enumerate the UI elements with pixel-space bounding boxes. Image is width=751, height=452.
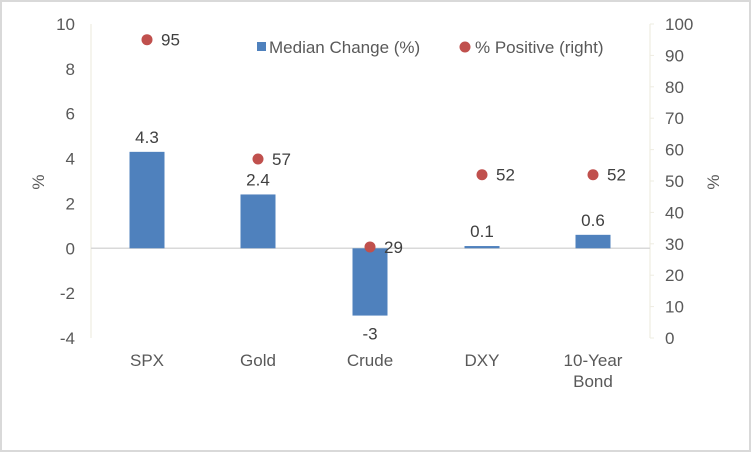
scatter-series	[141, 34, 599, 253]
bar-spx	[129, 151, 165, 249]
point-spx	[141, 34, 153, 46]
scatter-data-labels: 95 57 29 52 52	[161, 31, 626, 257]
point-gold	[252, 153, 264, 165]
point-10-year-bond	[587, 169, 599, 181]
left-y-axis: 10 8 6 4 2 0 -2 -4	[56, 15, 92, 348]
bar-data-label: 4.3	[135, 128, 159, 147]
right-axis-tick-label: 60	[665, 141, 684, 160]
left-axis-tick-label: -4	[60, 329, 75, 348]
left-axis-tick-label: 0	[66, 239, 75, 258]
right-axis-tick-label: 10	[665, 298, 684, 317]
right-axis-tick-label: 90	[665, 46, 684, 65]
bar-dxy	[464, 246, 500, 249]
bar-data-label: -3	[362, 325, 377, 344]
right-axis-tick-label: 20	[665, 266, 684, 285]
left-axis-tick-label: 8	[66, 60, 75, 79]
point-data-label: 29	[384, 238, 403, 257]
left-axis-tick-label: 2	[66, 194, 75, 213]
legend-swatch-median-change	[257, 42, 266, 51]
right-axis-tick-label: 30	[665, 235, 684, 254]
bar-data-label: 0.1	[470, 222, 494, 241]
point-crude	[364, 241, 376, 253]
category-labels: SPX Gold Crude DXY 10-Year Bond	[130, 351, 623, 391]
right-axis-tick-label: 50	[665, 172, 684, 191]
point-dxy	[476, 169, 488, 181]
category-label: 10-Year	[564, 351, 623, 370]
bar-data-label: 0.6	[581, 211, 605, 230]
legend-swatch-percent-positive	[459, 41, 471, 53]
point-data-label: 52	[496, 166, 515, 185]
right-axis-tick-label: 40	[665, 203, 684, 222]
category-label: Gold	[240, 351, 276, 370]
category-label: Crude	[347, 351, 393, 370]
legend: Median Change (%) % Positive (right)	[257, 38, 603, 57]
bar-series	[129, 151, 611, 316]
right-axis-tick-label: 0	[665, 329, 674, 348]
point-data-label: 95	[161, 31, 180, 50]
right-axis-tick-label: 70	[665, 109, 684, 128]
category-label: DXY	[465, 351, 500, 370]
left-axis-tick-label: -2	[60, 284, 75, 303]
left-axis-tick-label: 4	[66, 150, 75, 169]
bar-10-year-bond	[575, 234, 611, 249]
bar-data-label: 2.4	[246, 170, 270, 189]
point-data-label: 57	[272, 150, 291, 169]
legend-label-percent-positive: % Positive (right)	[475, 38, 603, 57]
point-data-label: 52	[607, 166, 626, 185]
right-axis-title: %	[704, 174, 723, 189]
right-axis-tick-label: 100	[665, 15, 693, 34]
left-axis-tick-label: 10	[56, 15, 75, 34]
legend-label-median-change: Median Change (%)	[269, 38, 420, 57]
left-axis-tick-label: 6	[66, 105, 75, 124]
bar-data-labels: 4.3 2.4 -3 0.1 0.6	[135, 128, 605, 344]
category-label: SPX	[130, 351, 164, 370]
category-label: Bond	[573, 372, 613, 391]
right-axis-tick-label: 80	[665, 78, 684, 97]
left-axis-title: %	[29, 174, 48, 189]
bar-gold	[240, 194, 276, 249]
bar-crude	[352, 248, 388, 316]
